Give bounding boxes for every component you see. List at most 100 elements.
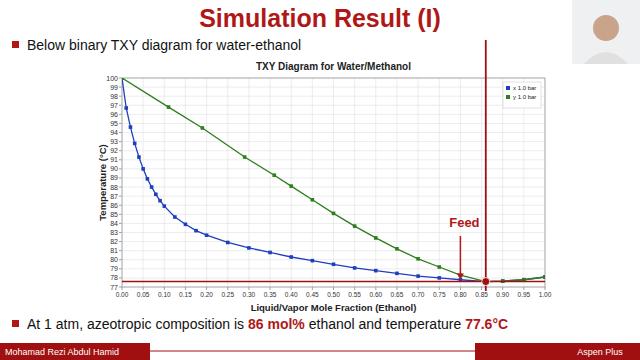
plot-data [122, 78, 545, 283]
grid-line [164, 78, 165, 287]
series-marker [158, 199, 162, 203]
tick-mark [119, 78, 122, 79]
tick-mark [481, 287, 482, 290]
series-marker [124, 106, 128, 110]
x-tick-label: 0.65 [391, 291, 404, 298]
bullet-span: ethanol and temperature [305, 316, 465, 332]
y-tick-label: 100 [106, 75, 118, 82]
series-marker [416, 257, 420, 261]
tick-mark [119, 87, 122, 88]
tick-mark [119, 205, 122, 206]
x-tick-label: 0.30 [243, 291, 256, 298]
grid-line [375, 78, 376, 287]
tick-mark [119, 177, 122, 178]
grid-line [354, 78, 355, 287]
tick-mark [119, 105, 122, 106]
series-marker [374, 269, 378, 273]
tick-mark [439, 287, 440, 290]
y-tick-label: 79 [110, 265, 118, 272]
footer-software: Aspen Plus [577, 347, 623, 357]
grid-line [248, 78, 249, 287]
bullet-marker [12, 320, 19, 327]
series-marker [133, 142, 137, 146]
y-tick-label: 90 [110, 165, 118, 172]
series-marker [243, 155, 247, 159]
series-marker [374, 236, 378, 240]
tick-mark [164, 287, 165, 290]
tick-mark [119, 287, 122, 288]
tick-mark [545, 287, 546, 290]
tick-mark [291, 287, 292, 290]
tick-mark [122, 287, 123, 290]
series-marker [122, 78, 124, 80]
grid [119, 78, 545, 290]
legend-swatch [506, 95, 510, 99]
x-tick-label: 0.80 [454, 291, 467, 298]
series-marker [205, 233, 209, 237]
y-tick-label: 93 [110, 138, 118, 145]
y-tick-label: 83 [110, 229, 118, 236]
grid-line [227, 78, 228, 287]
y-tick-label: 86 [110, 202, 118, 209]
series-marker [437, 276, 441, 280]
series-marker [353, 266, 357, 270]
tick-mark [375, 287, 376, 290]
y-tick-label: 99 [110, 84, 118, 91]
tick-mark [119, 232, 122, 233]
azeotrope-point [482, 278, 490, 286]
tick-mark [119, 214, 122, 215]
x-tick-label: 0.50 [327, 291, 340, 298]
series-marker [201, 126, 205, 130]
x-tick-label: 0.90 [496, 291, 509, 298]
legend-label: y 1.0 bar [513, 94, 536, 100]
series-marker [141, 167, 145, 171]
grid-line [502, 78, 503, 287]
x-tick-label: 0.15 [179, 291, 192, 298]
tick-mark [396, 287, 397, 290]
bullet-text: Below binary TXY diagram for water-ethan… [27, 37, 301, 53]
grid-line [460, 78, 461, 287]
tick-mark [270, 287, 271, 290]
tick-mark [185, 287, 186, 290]
series-line [122, 78, 545, 282]
series-marker [395, 247, 399, 251]
tick-mark [119, 132, 122, 133]
bullet-span: Below binary TXY diagram for water-ethan… [27, 37, 301, 53]
series-marker [289, 184, 293, 188]
x-tick-label: 0.75 [433, 291, 446, 298]
tick-mark [119, 268, 122, 269]
series-marker [395, 272, 399, 276]
series-marker [332, 212, 336, 216]
x-tick-label: 0.20 [200, 291, 213, 298]
y-tick-label: 85 [110, 211, 118, 218]
y-tick-label: 78 [110, 274, 118, 281]
y-tick-label: 95 [110, 120, 118, 127]
emphasis-text: 86 mol% [248, 316, 305, 332]
tick-mark [119, 123, 122, 124]
legend-label: x 1.0 bar [513, 85, 536, 91]
y-tick-label: 94 [110, 129, 118, 136]
y-tick-label: 98 [110, 93, 118, 100]
x-tick-label: 0.55 [348, 291, 361, 298]
series-marker [289, 255, 293, 259]
series-marker [146, 177, 150, 181]
series-marker [416, 274, 420, 278]
tick-mark [119, 250, 122, 251]
legend-box [503, 82, 541, 108]
series-marker [122, 78, 124, 80]
x-tick-label: 0.60 [369, 291, 382, 298]
y-tick-label: 81 [110, 247, 118, 254]
grid-line [418, 78, 419, 287]
tick-mark [354, 287, 355, 290]
plot-frame [122, 78, 545, 287]
legend-swatch [506, 86, 510, 90]
tick-mark [460, 287, 461, 290]
webcam-body [584, 52, 628, 64]
tick-mark [312, 287, 313, 290]
annotation-arrow [460, 236, 462, 276]
x-tick-label: 0.40 [285, 291, 298, 298]
annotation-arrowhead [457, 274, 464, 280]
tick-mark [333, 287, 334, 290]
y-tick-label: 89 [110, 174, 118, 181]
tick-mark [227, 287, 228, 290]
